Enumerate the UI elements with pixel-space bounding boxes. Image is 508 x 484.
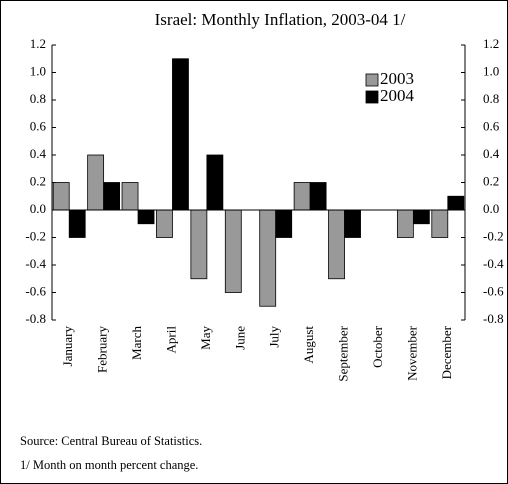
legend-swatch xyxy=(365,73,379,87)
bar xyxy=(293,182,311,211)
y2-tick-label: 0.2 xyxy=(483,173,499,188)
y-tick-label: 0.2 xyxy=(30,173,46,188)
source-note: Source: Central Bureau of Statistics. xyxy=(20,434,202,448)
x-tick-label: September xyxy=(336,325,351,381)
y2-tick-label: -0.2 xyxy=(483,228,504,243)
y-tick-label: 0.4 xyxy=(30,146,47,161)
bar xyxy=(396,209,414,238)
y-tick-label: 1.0 xyxy=(30,63,46,78)
bar xyxy=(206,154,224,211)
bar xyxy=(172,58,189,211)
y2-tick-label: 1.2 xyxy=(483,36,499,51)
legend-swatch xyxy=(365,90,379,104)
y2-tick-label: -0.6 xyxy=(483,283,504,298)
y2-tick-label: 0.4 xyxy=(483,146,500,161)
y2-tick-label: 0.0 xyxy=(483,201,499,216)
legend-label: 2004 xyxy=(380,86,415,105)
bar xyxy=(137,209,155,225)
bar xyxy=(447,195,465,211)
x-tick-label: May xyxy=(198,326,213,350)
y2-tick-label: 1.0 xyxy=(483,63,499,78)
bar xyxy=(52,182,70,211)
bar xyxy=(328,209,345,280)
y-tick-label: 0.8 xyxy=(30,91,46,106)
bar xyxy=(344,209,361,238)
x-tick-label: January xyxy=(60,326,75,367)
bar xyxy=(412,209,430,225)
y2-tick-label: -0.8 xyxy=(483,311,504,326)
y-tick-label: -0.8 xyxy=(25,311,46,326)
x-tick-label: October xyxy=(370,325,385,368)
x-tick-label: February xyxy=(95,326,110,373)
y2-tick-label: -0.4 xyxy=(483,256,504,271)
x-tick-label: November xyxy=(404,325,419,381)
bar xyxy=(103,182,121,211)
chart-title: Israel: Monthly Inflation, 2003-04 1/ xyxy=(155,10,406,29)
bar xyxy=(431,209,449,238)
bar xyxy=(121,182,139,211)
y-tick-label: -0.4 xyxy=(25,256,46,271)
footnote: 1/ Month on month percent change. xyxy=(20,458,198,472)
y-tick-label: -0.2 xyxy=(25,228,46,243)
x-tick-label: August xyxy=(301,326,316,364)
bar xyxy=(68,209,86,238)
y-tick-label: -0.6 xyxy=(25,283,46,298)
bar xyxy=(156,209,173,238)
bar xyxy=(87,154,105,211)
y2-tick-label: 0.6 xyxy=(483,118,500,133)
y-tick-label: 0.0 xyxy=(30,201,46,216)
x-tick-label: April xyxy=(163,326,178,354)
y-tick-label: 0.6 xyxy=(30,118,47,133)
y-tick-label: 1.2 xyxy=(30,36,46,51)
bar xyxy=(259,209,277,307)
legend-label: 2003 xyxy=(380,69,414,88)
bar xyxy=(309,182,327,211)
x-tick-label: June xyxy=(232,326,247,350)
x-tick-label: March xyxy=(129,326,144,360)
bar xyxy=(190,209,208,280)
x-tick-label: July xyxy=(267,326,282,348)
bar xyxy=(275,209,293,238)
x-tick-label: December xyxy=(439,325,454,379)
bar xyxy=(224,209,242,293)
y2-tick-label: 0.8 xyxy=(483,91,499,106)
